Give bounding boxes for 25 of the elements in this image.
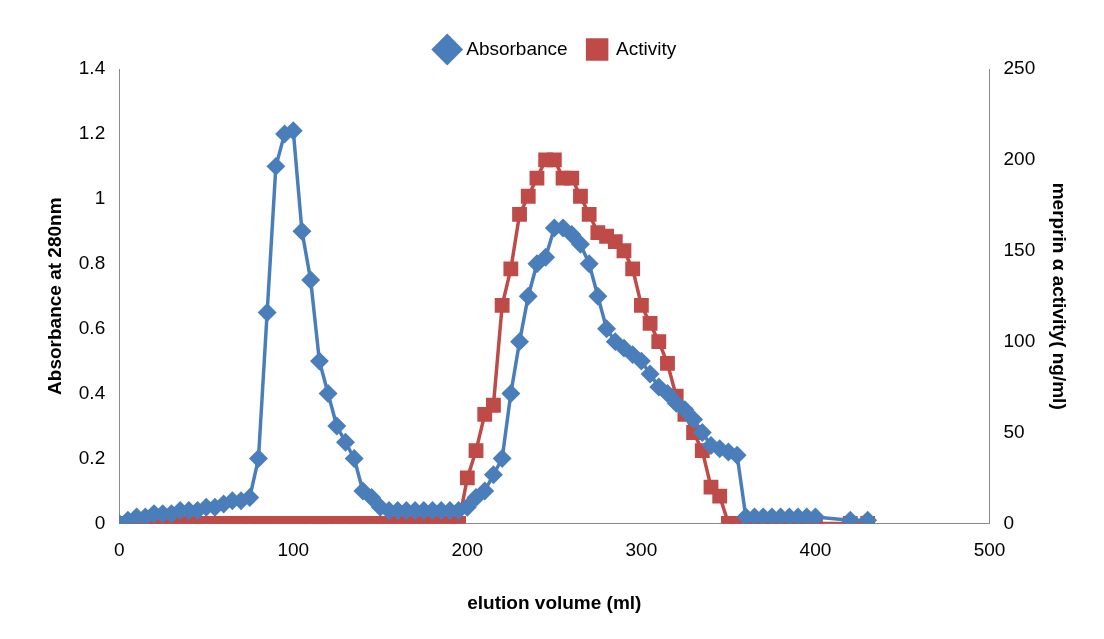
y-tick-label: 1 xyxy=(94,187,106,209)
x-tick-label: 200 xyxy=(451,539,484,561)
x-axis-title: elution volume (ml) xyxy=(467,591,642,613)
y-tick-label: 0.2 xyxy=(78,446,106,468)
y-tick-label: 1.4 xyxy=(78,57,106,79)
y-tick-label: 0.4 xyxy=(78,381,106,403)
y-tick-label: 0 xyxy=(94,511,106,533)
y-axis-title: Absorbance at 280nm xyxy=(43,197,65,395)
y-tick-label: 0.6 xyxy=(78,316,106,338)
legend-label: Activity xyxy=(616,37,677,59)
y2-tick-label: 200 xyxy=(1003,148,1036,170)
y2-axis-title: merprin α activity( ng/ml) xyxy=(1049,182,1071,410)
legend-label: Absorbance xyxy=(466,37,568,59)
x-tick-label: 100 xyxy=(277,539,310,561)
x-tick-label: 0 xyxy=(113,539,125,561)
y2-tick-label: 100 xyxy=(1003,329,1036,351)
y-tick-label: 1.2 xyxy=(78,122,106,144)
y2-tick-label: 150 xyxy=(1003,238,1036,260)
x-tick-label: 300 xyxy=(625,539,658,561)
x-tick-label: 500 xyxy=(973,539,1006,561)
y-tick-label: 0.8 xyxy=(78,251,106,273)
x-tick-label: 400 xyxy=(799,539,832,561)
y2-tick-label: 0 xyxy=(1003,511,1015,533)
y2-tick-label: 50 xyxy=(1003,420,1025,442)
y2-tick-label: 250 xyxy=(1003,57,1036,79)
